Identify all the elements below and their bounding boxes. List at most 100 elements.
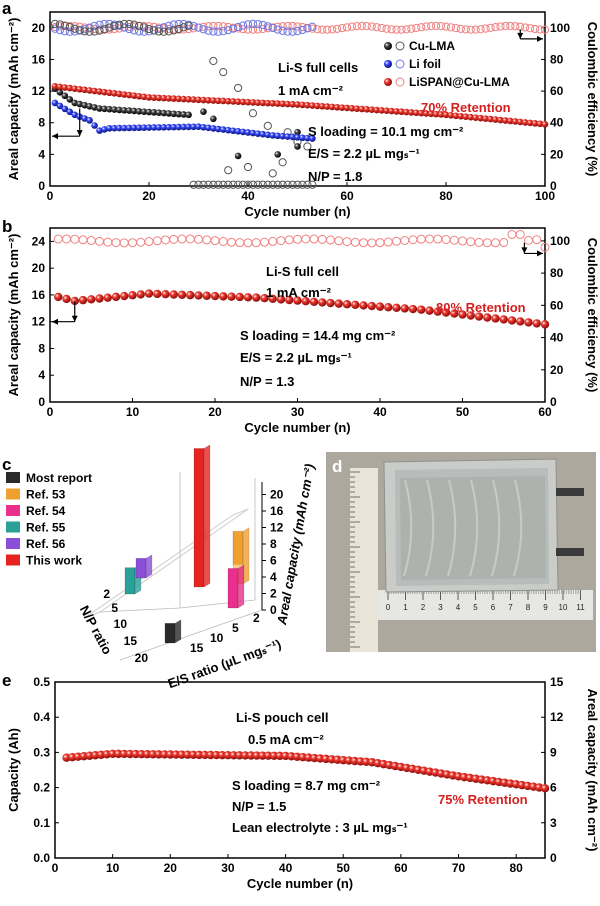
annotation-retention: 80% Retention — [436, 300, 526, 315]
ce-point-lispan — [333, 24, 342, 33]
annotation-retention: 70% Retention — [421, 100, 511, 115]
legend-swatch — [6, 554, 20, 566]
capacity-point-lispan — [393, 108, 400, 115]
capacity-point-lispan — [502, 117, 509, 124]
capacity-point — [441, 308, 451, 317]
ce-point-lispan — [456, 24, 465, 33]
legend-marker-filled — [384, 42, 392, 50]
ce-point-cu-lma — [283, 180, 292, 189]
bar-4 — [135, 554, 153, 579]
bar-front — [193, 448, 205, 588]
capacity-point-cu-lma — [91, 104, 98, 111]
capacity-point-lispan — [467, 113, 475, 121]
grid-line — [119, 609, 263, 661]
capacity-point — [507, 316, 517, 325]
x-tick-label: 60 — [340, 189, 354, 203]
ce-point-cu-lma — [224, 166, 233, 175]
es-tick-label: 5 — [232, 621, 239, 635]
ce-point-lispan — [323, 25, 332, 34]
ce-point-lispan — [248, 25, 258, 34]
capacity-point-lispan — [531, 120, 539, 127]
capacity-point-li-foil — [61, 105, 69, 113]
ce-point — [532, 235, 542, 245]
capacity-point-lispan — [299, 101, 306, 109]
capacity-point-lispan — [224, 97, 232, 105]
y2-tick-label: 3 — [550, 816, 557, 830]
capacity-point — [384, 303, 393, 312]
ce-point-cu-lma — [75, 26, 84, 35]
ruler-label: 0 — [386, 603, 391, 612]
annotation-np: N/P = 1.5 — [232, 799, 286, 814]
ruler-label: 2 — [421, 603, 426, 612]
capacity-point-lispan — [249, 99, 257, 106]
capacity-point — [128, 291, 137, 300]
annotation-es: E/S = 2.2 µL mgₛ⁻¹ — [308, 146, 420, 161]
ce-point-lispan — [407, 24, 416, 33]
capacity-point — [466, 311, 475, 320]
ce-point — [268, 236, 278, 246]
ce-point-cu-lma — [229, 180, 238, 189]
ce-point-lispan — [501, 21, 510, 31]
capacity-point-lispan — [487, 115, 494, 123]
ce-point-li-foil — [219, 27, 228, 36]
capacity-point-lispan — [452, 112, 460, 120]
tab-bottom — [556, 548, 584, 556]
ce-point-cu-lma — [278, 180, 287, 189]
capacity-point-lispan — [155, 94, 163, 102]
np-axis-label: N/P ratio — [77, 603, 115, 657]
ce-point — [293, 234, 302, 244]
ce-point-li-foil — [298, 25, 307, 35]
ce-point-li-foil — [308, 22, 317, 31]
z-tick-label: 6 — [270, 554, 277, 568]
y-tick-label: 16 — [32, 288, 46, 302]
ce-point-lispan — [144, 22, 154, 31]
ce-point-lispan — [397, 25, 406, 34]
annotation-loading: S loading = 8.7 mg cm⁻² — [232, 778, 381, 793]
capacity-point-lispan — [442, 111, 450, 119]
capacity-point — [392, 303, 401, 313]
annotation-current: 1 mA cm⁻² — [278, 83, 344, 98]
capacity-point-lispan — [81, 86, 88, 94]
ce-point — [433, 234, 443, 244]
x-tick-label: 0 — [47, 405, 54, 419]
x-tick-label: 30 — [221, 861, 235, 875]
legend-marker-open — [395, 41, 405, 51]
ce-point — [491, 238, 500, 248]
ruler-horizontal — [378, 590, 593, 620]
ce-point — [284, 235, 294, 245]
ce-point-cu-lma — [219, 68, 228, 77]
ce-point-cu-lma — [243, 180, 253, 189]
ce-point-lispan — [243, 25, 253, 34]
capacity-point-li-foil — [254, 130, 262, 137]
y2-tick-label: 80 — [550, 266, 564, 280]
capacity-point — [54, 292, 63, 302]
capacity-point-lispan — [175, 95, 182, 103]
y-axis-label: Areal capacity (mAh cm⁻²) — [6, 18, 21, 181]
capacity-point-lispan — [383, 107, 390, 115]
capacity-point — [62, 294, 71, 304]
y2-tick-label: 0 — [550, 851, 557, 865]
y-tick-label: 0.2 — [33, 781, 50, 795]
capacity-point-lispan — [373, 106, 381, 114]
annotation-retention: 75% Retention — [438, 792, 528, 807]
capacity-point-lispan — [462, 113, 470, 121]
capacity-point-li-foil — [150, 124, 158, 131]
capacity-point-lispan — [165, 95, 173, 102]
ce-point — [276, 236, 286, 246]
ce-point-li-foil — [303, 24, 312, 33]
ce-point-cu-lma — [303, 180, 312, 189]
ce-point — [458, 236, 467, 246]
ce-point-lispan — [367, 22, 376, 31]
ce-point-li-foil — [288, 27, 297, 36]
ce-point-li-foil — [199, 25, 208, 34]
ce-axis-arrow-line-head — [521, 247, 528, 254]
ce-point — [524, 235, 533, 245]
ce-point-cu-lma — [199, 180, 208, 189]
ruler-label: 7 — [508, 603, 513, 612]
ce-point-lispan — [318, 25, 327, 34]
ce-point-lispan — [427, 21, 436, 31]
capacity-point — [252, 293, 261, 302]
capacity-point-lispan — [516, 118, 524, 126]
capacity-point-li-foil — [66, 108, 74, 116]
ce-point — [540, 242, 550, 252]
